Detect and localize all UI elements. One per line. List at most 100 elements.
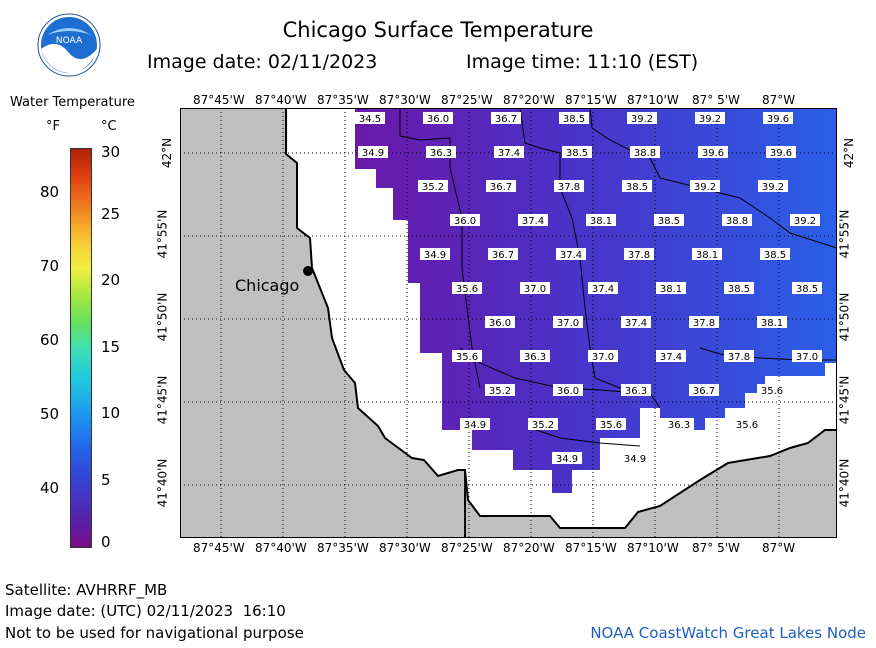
temp-value: 36.7 — [495, 114, 517, 125]
temp-value: 35.2 — [489, 386, 511, 397]
lat-label: 41°40'N — [837, 458, 852, 508]
temp-label: 39.2 — [627, 112, 657, 125]
temp-value: 34.9 — [556, 454, 578, 465]
unit-celsius: °C — [101, 119, 117, 134]
f-tick: 70 — [40, 257, 60, 275]
lon-label: 87°45'W — [193, 541, 245, 555]
temp-value: 35.6 — [736, 420, 758, 431]
unit-fahrenheit: °F — [46, 119, 60, 134]
temp-label: 38.5 — [562, 146, 592, 159]
temp-label: 36.7 — [486, 180, 516, 193]
temp-value: 35.6 — [456, 352, 478, 363]
temp-value: 37.8 — [693, 318, 715, 329]
temp-value: 38.5 — [728, 284, 750, 295]
temp-label: 36.0 — [450, 214, 480, 227]
temp-value: 38.8 — [634, 148, 656, 159]
temp-label: 36.3 — [621, 384, 651, 397]
temp-value: 38.1 — [590, 216, 612, 227]
c-tick: 15 — [101, 338, 121, 356]
temp-value: 38.5 — [796, 284, 818, 295]
temp-label: 37.8 — [624, 248, 654, 261]
chicago-marker — [303, 266, 313, 276]
credit-link[interactable]: NOAA CoastWatch Great Lakes Node — [590, 624, 866, 642]
temp-label: 35.6 — [452, 350, 482, 363]
lon-label: 87° 5'W — [692, 541, 740, 555]
lon-label: 87°40'W — [255, 541, 307, 555]
temp-label: 36.0 — [485, 316, 515, 329]
temp-label: 36.3 — [664, 418, 694, 431]
utc-date: Image date: (UTC) 02/11/2023 16:10 — [5, 602, 286, 620]
temp-value: 39.2 — [699, 114, 721, 125]
c-tick: 30 — [101, 143, 121, 161]
isotherm — [529, 427, 641, 447]
temp-label: 37.8 — [724, 350, 754, 363]
temp-value: 37.4 — [625, 318, 647, 329]
temp-value: 36.3 — [524, 352, 546, 363]
temp-value: 38.5 — [658, 216, 680, 227]
temp-label: 38.5 — [760, 248, 790, 261]
temp-value: 37.0 — [524, 284, 546, 295]
temp-label: 37.4 — [656, 350, 686, 363]
disclaimer: Not to be used for navigational purpose — [5, 624, 304, 642]
lon-label: 87°25'W — [441, 541, 493, 555]
lon-label: 87°15'W — [565, 541, 617, 555]
temp-value: 34.9 — [424, 250, 446, 261]
lon-label: 87°20'W — [503, 541, 555, 555]
temp-value: 37.8 — [628, 250, 650, 261]
temp-value: 36.7 — [693, 386, 715, 397]
temp-value: 39.6 — [767, 114, 789, 125]
lon-label: 87°45'W — [193, 93, 245, 107]
logo-text: NOAA — [56, 36, 83, 46]
temp-label: 36.7 — [491, 112, 521, 125]
temp-value: 39.6 — [702, 148, 724, 159]
temp-label: 39.6 — [698, 146, 728, 159]
isotherm — [399, 108, 481, 389]
temp-label: 34.9 — [460, 418, 490, 431]
temp-label: 35.2 — [418, 180, 448, 193]
temp-value: 39.6 — [770, 148, 792, 159]
temp-value: 39.2 — [794, 216, 816, 227]
temp-value: 39.2 — [631, 114, 653, 125]
temp-label: 36.7 — [689, 384, 719, 397]
temp-value: 37.4 — [592, 284, 614, 295]
temp-label: 38.5 — [654, 214, 684, 227]
temp-label: 37.8 — [554, 180, 584, 193]
lon-label: 87°20'W — [503, 93, 555, 107]
temp-value: 36.0 — [427, 114, 449, 125]
temp-label: 39.2 — [695, 112, 725, 125]
lat-label: 42°N — [842, 137, 857, 169]
temp-value: 37.4 — [522, 216, 544, 227]
temp-label: 37.0 — [520, 282, 550, 295]
lat-label: 41°55'N — [155, 209, 170, 259]
lat-label: 41°55'N — [837, 209, 852, 259]
temp-label: 34.9 — [620, 452, 650, 465]
temp-value: 36.3 — [430, 148, 452, 159]
lon-label: 87°W — [762, 541, 796, 555]
temp-label: 35.2 — [485, 384, 515, 397]
temp-value: 38.5 — [566, 148, 588, 159]
temp-label: 38.5 — [622, 180, 652, 193]
image-date: Image date: 02/11/2023 — [147, 51, 378, 73]
lon-label: 87°30'W — [379, 93, 431, 107]
temp-value: 37.4 — [560, 250, 582, 261]
image-time: Image time: 11:10 (EST) — [466, 51, 699, 73]
temp-label: 35.2 — [528, 418, 558, 431]
temp-value: 37.4 — [660, 352, 682, 363]
temp-label: 39.2 — [690, 180, 720, 193]
temp-value: 36.0 — [557, 386, 579, 397]
f-tick: 60 — [40, 331, 60, 349]
temp-value: 38.1 — [696, 250, 718, 261]
c-tick: 10 — [101, 404, 121, 422]
lon-label: 87°35'W — [317, 93, 369, 107]
c-tick: 0 — [101, 533, 111, 551]
temp-label: 37.4 — [518, 214, 548, 227]
c-tick: 20 — [101, 271, 121, 289]
temp-label: 39.6 — [766, 146, 796, 159]
noaa-logo-icon: NOAA — [37, 13, 101, 77]
f-tick: 50 — [40, 405, 60, 423]
temp-label: 34.9 — [420, 248, 450, 261]
city-label: Chicago — [235, 276, 299, 295]
temp-value: 36.0 — [454, 216, 476, 227]
temp-value: 36.3 — [625, 386, 647, 397]
temp-label: 38.1 — [757, 316, 787, 329]
